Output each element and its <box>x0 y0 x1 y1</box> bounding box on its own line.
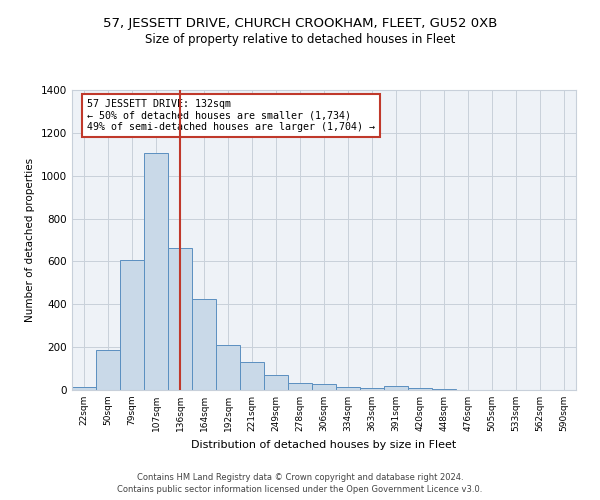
Text: Contains HM Land Registry data © Crown copyright and database right 2024.: Contains HM Land Registry data © Crown c… <box>137 472 463 482</box>
Text: 57, JESSETT DRIVE, CHURCH CROOKHAM, FLEET, GU52 0XB: 57, JESSETT DRIVE, CHURCH CROOKHAM, FLEE… <box>103 18 497 30</box>
Bar <box>192 299 216 390</box>
Text: Contains public sector information licensed under the Open Government Licence v3: Contains public sector information licen… <box>118 485 482 494</box>
Bar <box>216 345 240 390</box>
X-axis label: Distribution of detached houses by size in Fleet: Distribution of detached houses by size … <box>191 440 457 450</box>
Bar <box>312 384 336 390</box>
Bar <box>96 350 120 390</box>
Bar <box>288 382 312 390</box>
Y-axis label: Number of detached properties: Number of detached properties <box>25 158 35 322</box>
Bar <box>240 362 264 390</box>
Bar <box>384 386 408 390</box>
Bar <box>408 388 432 390</box>
Bar <box>168 248 192 390</box>
Bar <box>120 260 144 390</box>
Bar <box>72 387 96 390</box>
Bar <box>360 388 384 390</box>
Text: 57 JESSETT DRIVE: 132sqm
← 50% of detached houses are smaller (1,734)
49% of sem: 57 JESSETT DRIVE: 132sqm ← 50% of detach… <box>87 99 375 132</box>
Text: Size of property relative to detached houses in Fleet: Size of property relative to detached ho… <box>145 32 455 46</box>
Bar <box>336 388 360 390</box>
Bar <box>144 153 168 390</box>
Bar <box>264 375 288 390</box>
Bar <box>432 389 456 390</box>
